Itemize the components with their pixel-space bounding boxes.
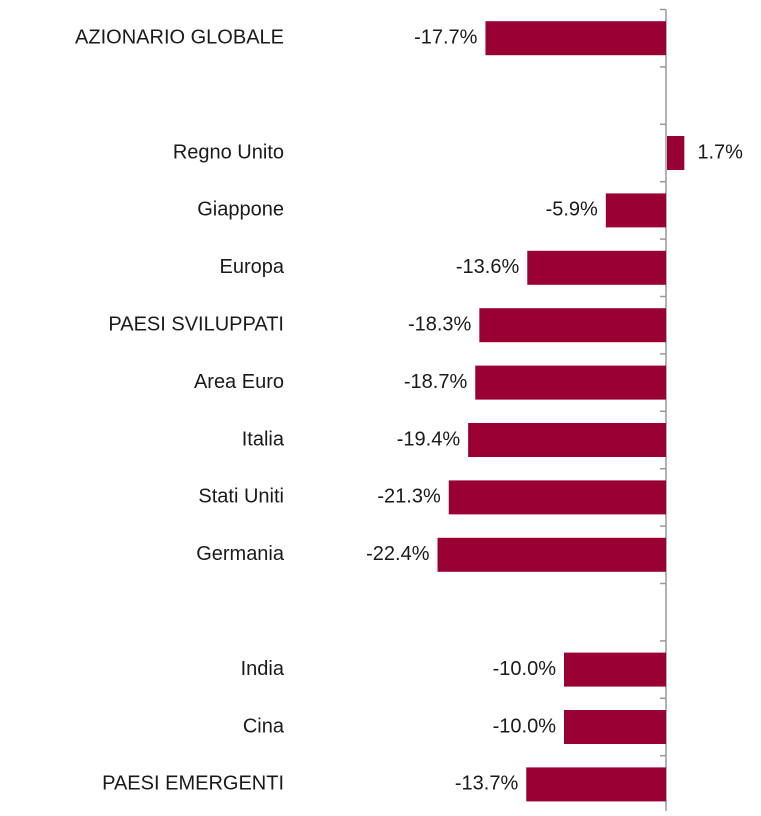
bar [475, 365, 666, 400]
bar [468, 423, 666, 457]
value-label: -5.9% [546, 199, 598, 221]
value-label: -21.3% [377, 486, 441, 508]
category-label: Europa [220, 256, 285, 278]
value-label: -22.4% [366, 543, 430, 565]
bar [526, 767, 666, 802]
value-label: -19.4% [397, 428, 461, 450]
bar [667, 136, 685, 170]
category-label: Giappone [197, 199, 284, 221]
value-label: -10.0% [493, 658, 557, 680]
bar [605, 193, 666, 228]
value-label: 1.7% [697, 141, 743, 163]
value-label: -17.7% [414, 26, 478, 48]
bar [527, 250, 666, 285]
category-label: AZIONARIO GLOBALE [75, 26, 284, 48]
category-label: Area Euro [194, 371, 284, 393]
bar [448, 480, 666, 515]
bar [564, 652, 666, 687]
category-label: Germania [196, 543, 285, 565]
bar [485, 21, 666, 56]
category-label: India [241, 658, 285, 680]
category-label: Italia [242, 428, 285, 450]
value-label: -13.7% [455, 773, 519, 795]
category-label: PAESI SVILUPPATI [108, 313, 284, 335]
category-label: PAESI EMERGENTI [102, 773, 284, 795]
category-label: Regno Unito [173, 141, 284, 163]
value-label: -18.3% [408, 313, 472, 335]
category-label: Cina [243, 715, 285, 737]
value-label: -10.0% [493, 715, 557, 737]
value-label: -18.7% [404, 371, 468, 393]
bar [437, 537, 666, 572]
category-label: Stati Uniti [198, 486, 284, 508]
value-label: -13.6% [456, 256, 520, 278]
bar [564, 710, 666, 744]
bar [479, 308, 666, 343]
